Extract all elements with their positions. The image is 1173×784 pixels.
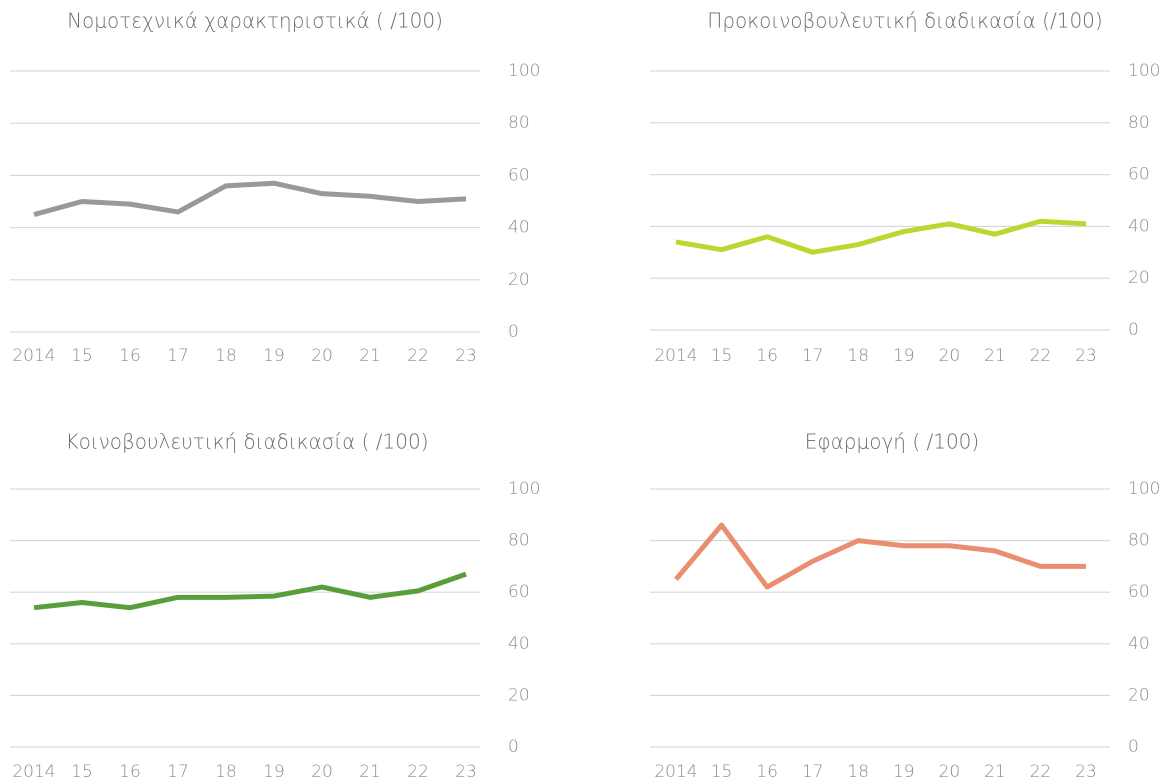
x-tick-label: 21: [359, 762, 381, 782]
x-tick-label: 16: [756, 762, 778, 782]
x-tick-label: 17: [802, 762, 824, 782]
x-tick-label: 15: [71, 762, 93, 782]
y-tick-label: 80: [1128, 113, 1150, 133]
y-tick-label: 60: [1128, 582, 1150, 602]
y-tick-label: 0: [1128, 320, 1139, 340]
x-tick-label: 18: [847, 762, 869, 782]
x-tick-label: 16: [119, 762, 141, 782]
y-tick-label: 0: [508, 322, 519, 342]
data-line: [33, 180, 467, 217]
x-tick-label: 23: [455, 346, 477, 366]
x-tick-label: 22: [407, 346, 429, 366]
x-tick-label: 17: [167, 346, 189, 366]
y-tick-label: 100: [508, 61, 540, 81]
chart-title: Εφαρμογή ( /100): [805, 430, 979, 454]
y-tick-label: 80: [508, 531, 530, 551]
y-tick-label: 40: [1128, 634, 1150, 654]
x-tick-label: 17: [167, 762, 189, 782]
x-tick-label: 15: [711, 762, 733, 782]
x-tick-label: 19: [263, 346, 285, 366]
y-tick-label: 40: [1128, 216, 1150, 236]
y-tick-label: 80: [508, 113, 530, 133]
x-tick-label: 18: [215, 346, 237, 366]
x-tick-label: 15: [711, 346, 733, 366]
y-tick-label: 100: [1128, 61, 1160, 81]
y-tick-label: 60: [1128, 165, 1150, 185]
y-tick-label: 100: [508, 479, 540, 499]
y-tick-label: 20: [1128, 268, 1150, 288]
data-line: [33, 571, 467, 611]
data-line: [675, 218, 1087, 255]
x-tick-label: 23: [1075, 346, 1097, 366]
data-line: [674, 522, 1086, 590]
y-tick-label: 0: [1128, 737, 1139, 757]
y-tick-label: 20: [1128, 685, 1150, 705]
x-tick-label: 20: [311, 762, 333, 782]
x-tick-label: 20: [311, 346, 333, 366]
y-tick-label: 60: [508, 165, 530, 185]
x-tick-label: 2014: [654, 346, 697, 366]
x-tick-label: 22: [1030, 346, 1052, 366]
x-tick-label: 23: [455, 762, 477, 782]
y-tick-label: 20: [508, 685, 530, 705]
x-tick-label: 16: [119, 346, 141, 366]
y-tick-label: 0: [508, 737, 519, 757]
x-tick-label: 23: [1075, 762, 1097, 782]
x-tick-label: 21: [984, 762, 1006, 782]
x-tick-label: 2014: [654, 762, 697, 782]
x-tick-label: 21: [984, 346, 1006, 366]
y-tick-label: 40: [508, 634, 530, 654]
y-tick-label: 100: [1128, 479, 1160, 499]
x-tick-label: 22: [1030, 762, 1052, 782]
x-tick-label: 19: [263, 762, 285, 782]
x-tick-label: 2014: [12, 762, 55, 782]
x-tick-label: 22: [407, 762, 429, 782]
x-tick-label: 18: [847, 346, 869, 366]
x-tick-label: 19: [893, 762, 915, 782]
y-tick-label: 40: [508, 218, 530, 238]
x-tick-label: 18: [215, 762, 237, 782]
x-tick-label: 20: [939, 762, 961, 782]
y-tick-label: 20: [508, 270, 530, 290]
x-tick-label: 16: [756, 346, 778, 366]
x-tick-label: 21: [359, 346, 381, 366]
x-tick-label: 19: [893, 346, 915, 366]
y-tick-label: 80: [1128, 531, 1150, 551]
x-tick-label: 15: [71, 346, 93, 366]
chart-title: Προκοινοβουλευτική διαδικασία (/100): [707, 9, 1102, 33]
chart-title: Νομοτεχνικά χαρακτηριστικά ( /100): [67, 9, 443, 33]
x-tick-label: 2014: [12, 346, 55, 366]
x-tick-label: 17: [802, 346, 824, 366]
chart-title: Κοινοβουλευτική διαδικασία ( /100): [65, 430, 428, 454]
y-tick-label: 60: [508, 582, 530, 602]
x-tick-label: 20: [939, 346, 961, 366]
